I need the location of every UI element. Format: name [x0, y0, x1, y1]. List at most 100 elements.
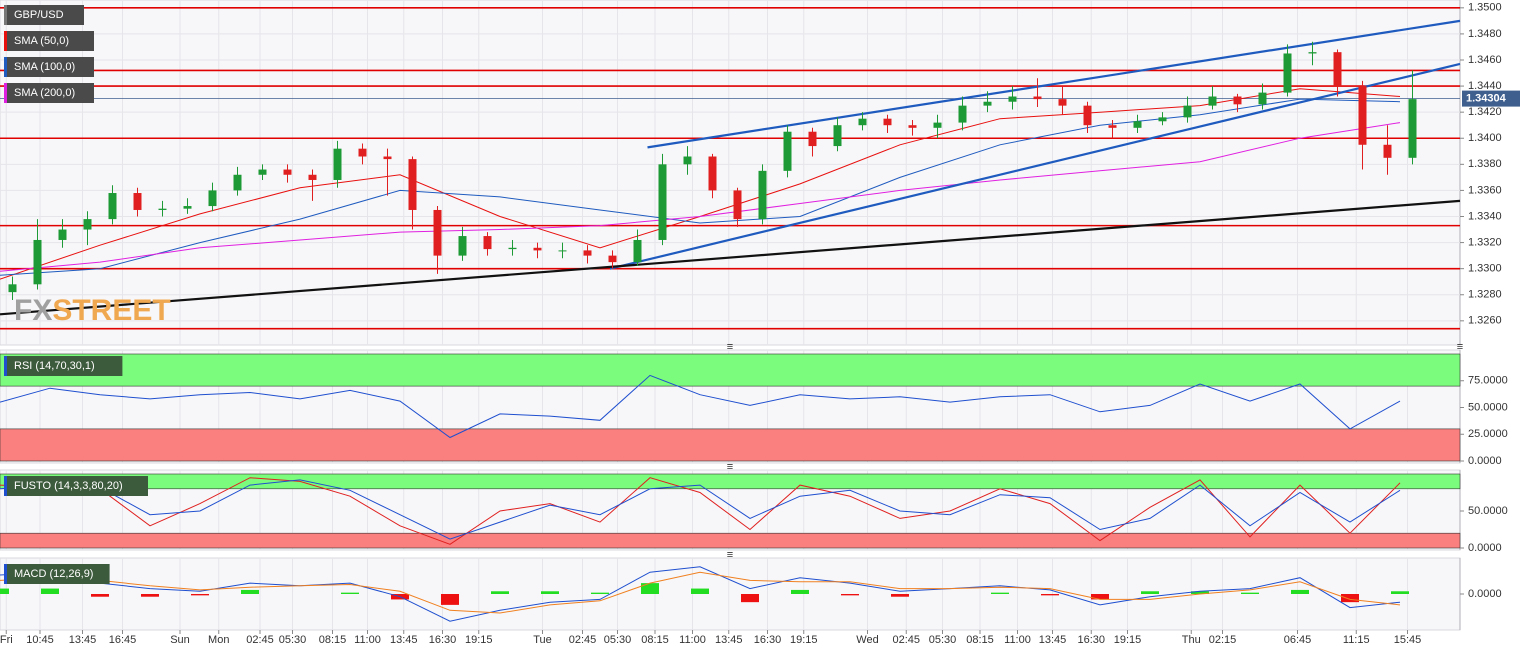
histogram-bar: [1391, 591, 1409, 594]
legend-box[interactable]: [4, 5, 84, 25]
candle-body: [408, 159, 417, 210]
indicator-label-swatch: [4, 356, 7, 376]
x-tick-label: 13:45: [390, 634, 418, 646]
candle-body: [58, 229, 67, 240]
y-tick-label: 50.0000: [1468, 505, 1508, 517]
sma-line: [0, 122, 1401, 272]
histogram-bar: [841, 594, 859, 596]
candle-body: [8, 284, 17, 293]
histogram-bar: [1191, 591, 1209, 594]
price-tag: [1462, 90, 1520, 107]
histogram-bar: [41, 588, 59, 594]
candle-body: [33, 239, 42, 285]
legend-swatch: [4, 31, 7, 51]
y-tick-label: 1.3260: [1468, 315, 1502, 327]
candle-body: [883, 118, 892, 126]
resize-handle[interactable]: ≡: [727, 549, 733, 561]
x-tick-label: 08:15: [641, 634, 669, 646]
x-tick-label: 11:15: [1343, 634, 1370, 646]
price-tag-label: 1.34304: [1466, 93, 1507, 105]
histogram-bar: [0, 588, 9, 594]
legend-box[interactable]: [4, 57, 94, 77]
x-tick-label: 16:45: [109, 634, 137, 646]
resize-handle[interactable]: ≡: [727, 461, 733, 473]
candle-body: [783, 131, 792, 171]
candle-body: [558, 250, 567, 252]
trendline: [647, 19, 1461, 149]
candle-body: [1083, 105, 1092, 126]
candle-body: [458, 236, 467, 256]
x-tick-label: 11:00: [1004, 634, 1031, 646]
candle-body: [1233, 96, 1242, 105]
candle-body: [1108, 125, 1117, 128]
trendline: [0, 199, 1461, 316]
candle-body: [1358, 86, 1367, 145]
resize-handle[interactable]: ≡: [727, 341, 733, 353]
x-tick-label: 16:30: [754, 634, 782, 646]
y-tick-label: 1.3360: [1468, 184, 1502, 196]
y-tick-label: 1.3400: [1468, 132, 1502, 144]
legend-box[interactable]: [4, 83, 94, 103]
candle-body: [833, 125, 842, 147]
y-tick-label: 1.3300: [1468, 263, 1502, 275]
candle-body: [808, 131, 817, 147]
candle-body: [633, 239, 642, 263]
candle-body: [433, 209, 442, 256]
y-tick-label: 1.3500: [1468, 2, 1502, 14]
x-tick-label: 16:30: [1077, 634, 1105, 646]
resize-handle[interactable]: ≡: [1457, 341, 1463, 353]
y-tick-label: 1.3280: [1468, 289, 1502, 301]
indicator-line: [0, 479, 1401, 540]
candle-body: [708, 156, 717, 191]
x-tick-label: 13:45: [69, 634, 97, 646]
candle-body: [283, 169, 292, 175]
y-tick-label: 1.3420: [1468, 106, 1502, 118]
histogram-bar: [1341, 594, 1359, 603]
x-tick-label: 13:45: [1039, 634, 1067, 646]
candle-body: [1058, 99, 1067, 106]
y-tick-label: 50.0000: [1468, 401, 1508, 413]
candle-body: [1283, 53, 1292, 93]
x-tick-label: Fri: [0, 634, 13, 646]
legend-box[interactable]: [4, 31, 94, 51]
candle-body: [533, 247, 542, 251]
x-tick-label: 13:45: [715, 634, 743, 646]
histogram-bar: [141, 594, 159, 597]
candle-body: [158, 208, 167, 210]
candle-body: [583, 250, 592, 256]
histogram-bar: [1241, 592, 1259, 594]
histogram-bar: [591, 592, 609, 594]
legend-label: SMA (50,0): [14, 35, 69, 47]
y-tick-label: 25.0000: [1468, 428, 1508, 440]
watermark: FXSTREET: [14, 294, 171, 327]
indicator-label-box[interactable]: [4, 476, 148, 496]
histogram-bar: [1291, 589, 1309, 594]
candle-body: [508, 247, 517, 250]
y-tick-label: 1.3320: [1468, 236, 1502, 248]
panel-background: [0, 0, 1461, 346]
histogram-bar: [741, 594, 759, 603]
indicator-line: [0, 374, 1401, 439]
histogram-bar: [491, 591, 509, 594]
histogram-bar: [1141, 591, 1159, 594]
zone: [0, 473, 1461, 490]
candle-body: [858, 118, 867, 126]
indicator-label: FUSTO (14,3,3,80,20): [14, 480, 123, 492]
x-tick-label: 19:15: [465, 634, 493, 646]
zone: [0, 532, 1461, 549]
x-tick-label: Sun: [170, 634, 190, 646]
candle-body: [233, 174, 242, 191]
candle-body: [1158, 117, 1167, 122]
y-tick-label: 0.0000: [1468, 455, 1502, 467]
candle-body: [683, 156, 692, 165]
histogram-bar: [641, 583, 659, 594]
indicator-label-box[interactable]: [4, 564, 110, 584]
candle-body: [1383, 144, 1392, 158]
zone: [0, 428, 1461, 462]
candle-body: [258, 169, 267, 175]
candle-body: [1033, 96, 1042, 100]
x-tick-label: Mon: [208, 634, 229, 646]
indicator-label-box[interactable]: [4, 356, 123, 376]
